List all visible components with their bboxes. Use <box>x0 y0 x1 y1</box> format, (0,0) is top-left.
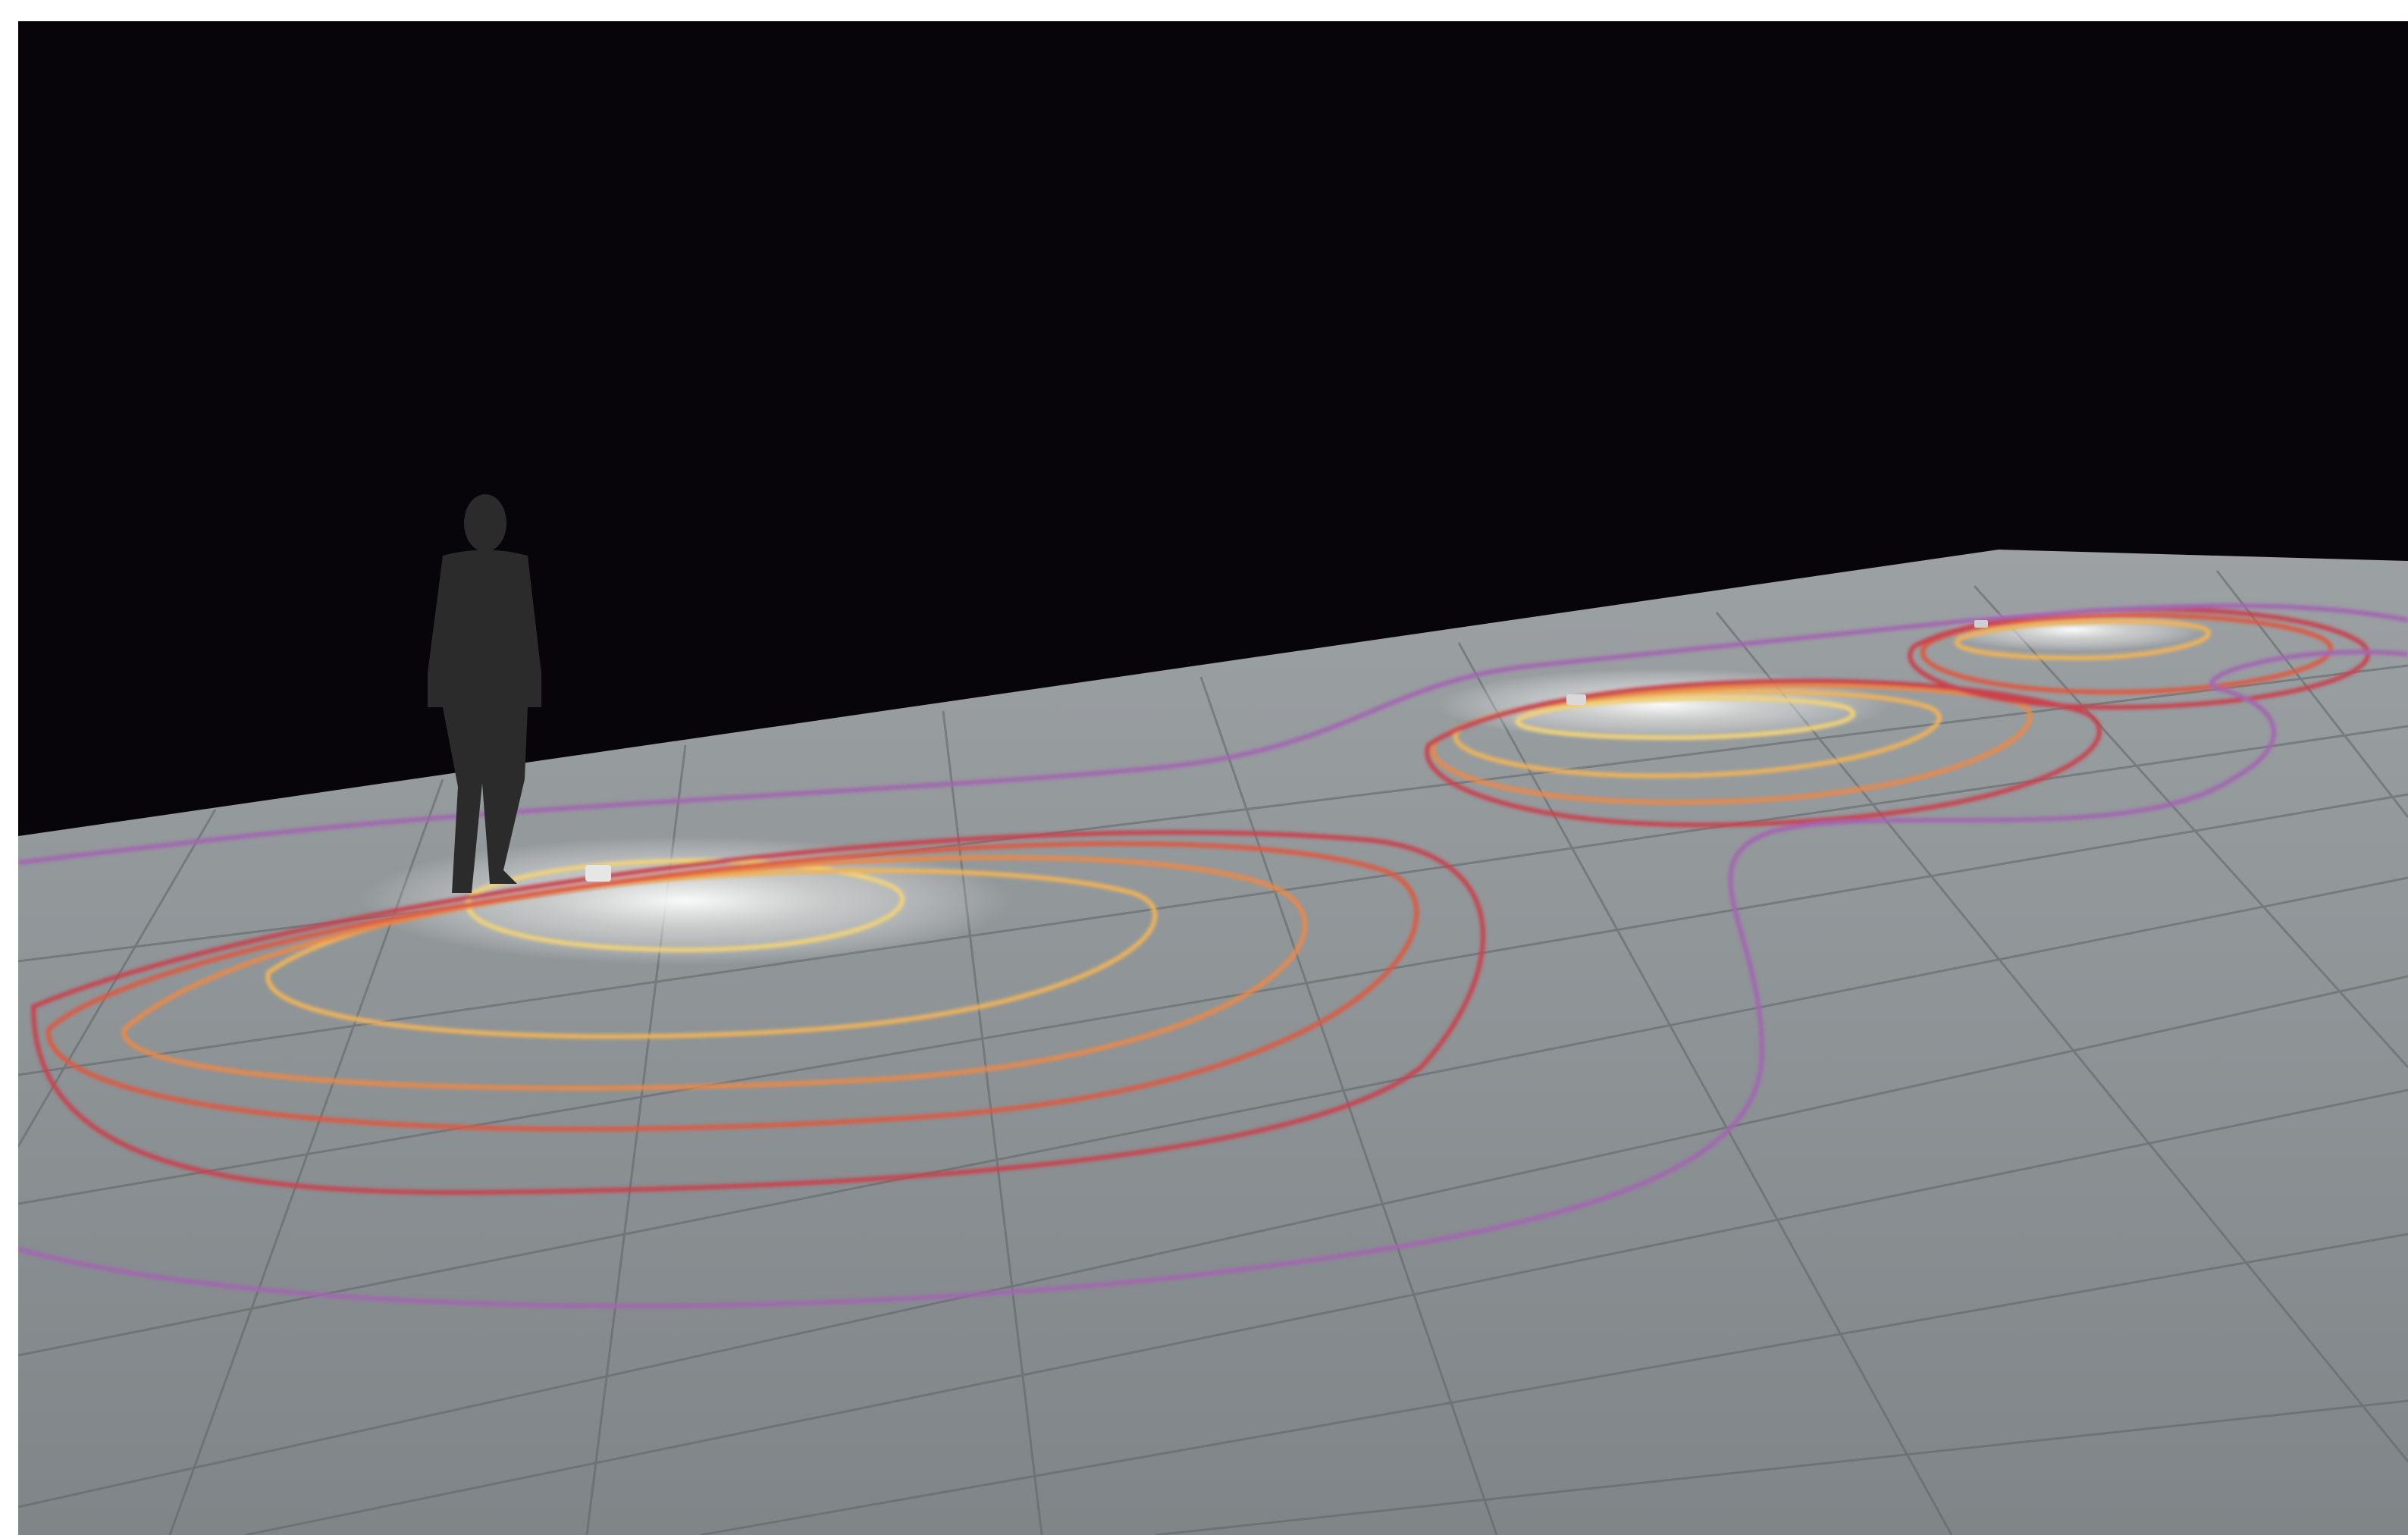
grid-line <box>18 793 2408 1205</box>
isolux-contour-8 <box>1431 683 2033 805</box>
isolux-contours <box>18 603 2408 1308</box>
grid-line <box>1715 612 2408 1462</box>
isolux-contour-5 <box>30 830 1485 1195</box>
isolux-contour-1 <box>466 858 905 953</box>
grid-line <box>1457 642 1953 1535</box>
grid-line <box>18 725 2408 1076</box>
isolux-contour-4 <box>45 841 1419 1132</box>
isolux-contour-13 <box>18 603 2408 1308</box>
grid-line <box>1155 1399 2408 1535</box>
grid-line <box>1973 584 2408 1069</box>
isolux-contour-6 <box>1515 696 1856 741</box>
isolux-contour-7 <box>1453 689 1942 778</box>
grid-line <box>700 1233 2408 1535</box>
isolux-contour-11 <box>1920 612 2334 695</box>
luminaire-fixtures <box>585 620 1988 882</box>
isolux-contour-9 <box>1425 678 2102 828</box>
fixture-2 <box>1566 694 1586 705</box>
human-figure <box>428 494 541 893</box>
fixture-3 <box>1974 620 1988 628</box>
lighting-render <box>18 21 2408 1535</box>
grid-line <box>18 876 2408 1357</box>
isolux-contour-10 <box>1955 619 2211 661</box>
grid-line <box>245 1089 2408 1535</box>
grid-line <box>18 975 2408 1508</box>
fixture-1 <box>585 865 611 882</box>
grid-line <box>18 809 217 1149</box>
lighting-scene <box>18 21 2408 1535</box>
